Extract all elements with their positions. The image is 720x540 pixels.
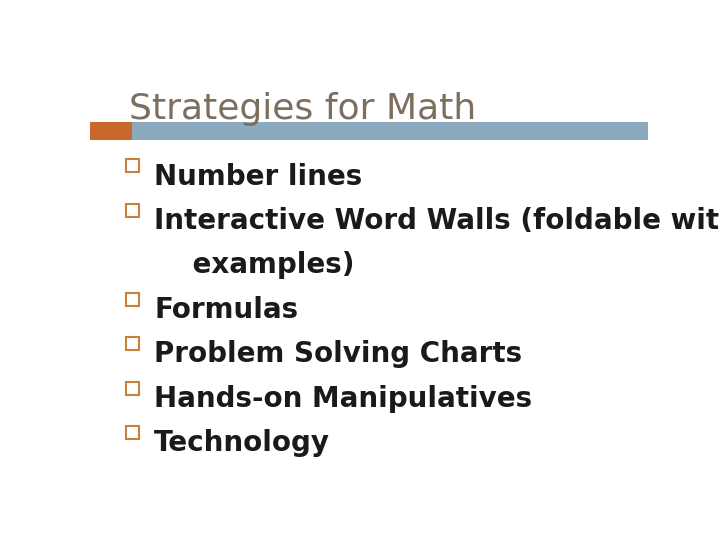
Text: Technology: Technology	[154, 429, 330, 457]
Bar	[126, 337, 138, 350]
Text: Problem Solving Charts: Problem Solving Charts	[154, 341, 522, 368]
Bar	[132, 122, 648, 140]
Text: Hands-on Manipulatives: Hands-on Manipulatives	[154, 385, 532, 413]
Bar	[90, 122, 132, 140]
Text: Strategies for Math: Strategies for Math	[129, 92, 477, 126]
Bar	[126, 159, 138, 172]
Text: Formulas: Formulas	[154, 296, 298, 324]
Text: examples): examples)	[154, 252, 355, 280]
Bar	[126, 204, 138, 217]
Bar	[126, 382, 138, 395]
Bar	[126, 426, 138, 440]
Text: Interactive Word Walls (foldable with: Interactive Word Walls (foldable with	[154, 207, 720, 235]
Bar	[126, 293, 138, 306]
Text: Number lines: Number lines	[154, 163, 362, 191]
